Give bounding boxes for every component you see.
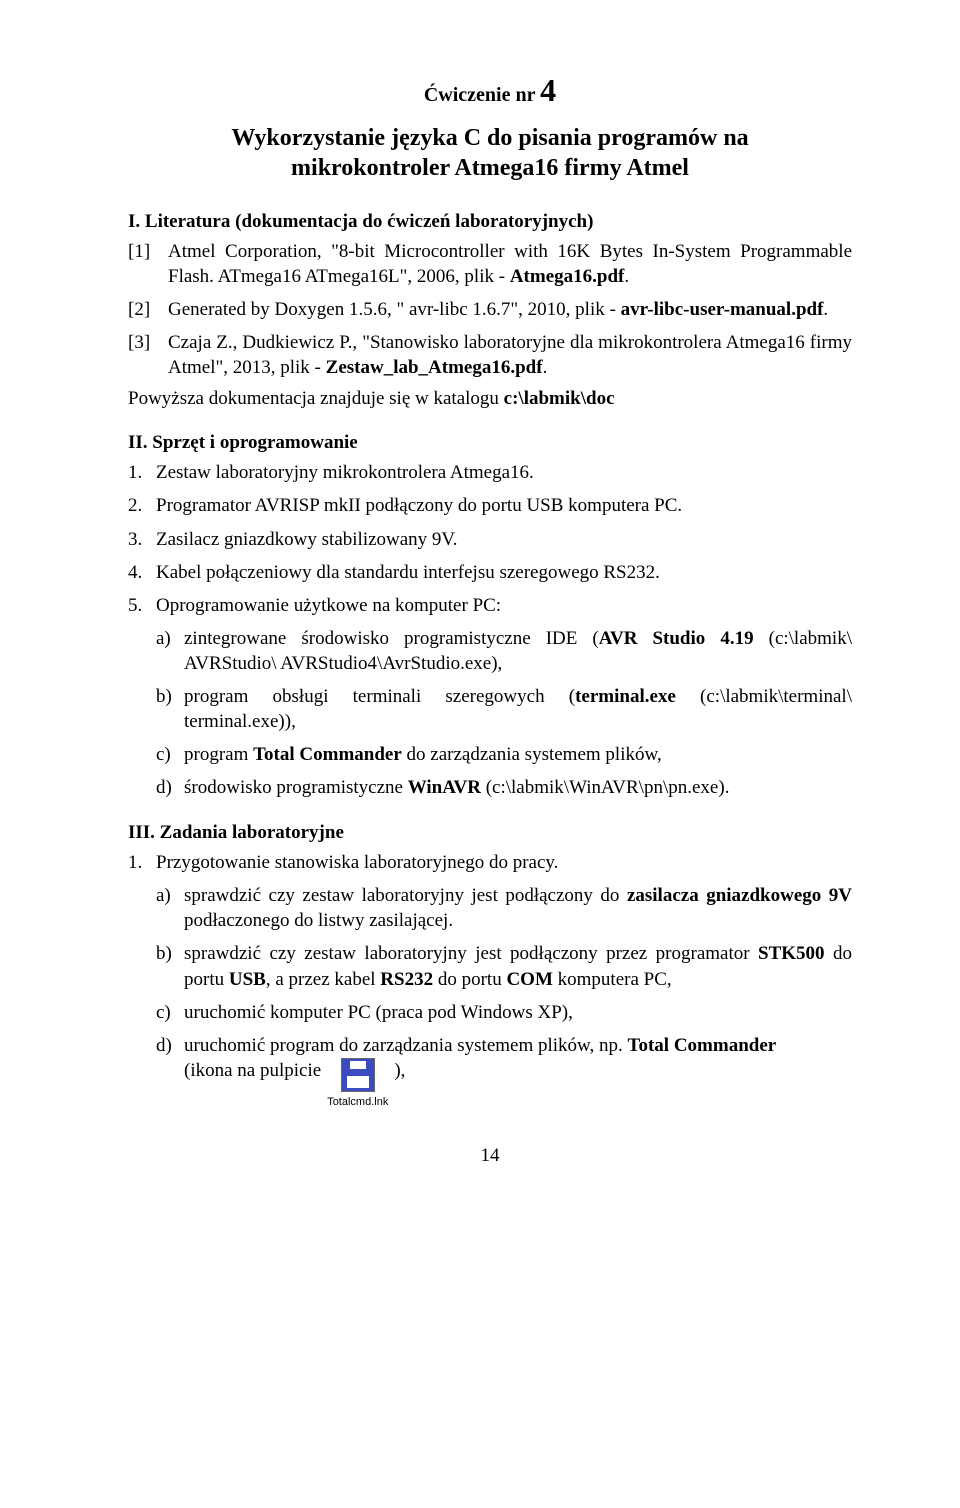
sw-a: a) zintegrowane środowisko programistycz… xyxy=(156,626,852,676)
ref-num: [1] xyxy=(128,239,168,289)
reference-2: [2] Generated by Doxygen 1.5.6, " avr-li… xyxy=(128,297,852,322)
software-sublist: a) zintegrowane środowisko programistycz… xyxy=(156,626,852,800)
doc-location-note: Powyższa dokumentacja znajduje się w kat… xyxy=(128,388,852,410)
hw-item-1: 1. Zestaw laboratoryjny mikrokontrolera … xyxy=(128,460,852,485)
section-3-head: III. Zadania laboratoryjne xyxy=(128,822,852,844)
ref-body: Czaja Z., Dudkiewicz P., "Stanowisko lab… xyxy=(168,330,852,380)
task-d: d) uruchomić program do zarządzania syst… xyxy=(156,1033,852,1110)
task-1: 1. Przygotowanie stanowiska laboratoryjn… xyxy=(128,850,852,875)
section-2-head: II. Sprzęt i oprogramowanie xyxy=(128,432,852,454)
task-a: a) sprawdzić czy zestaw laboratoryjny je… xyxy=(156,883,852,933)
sw-b: b) program obsługi terminali szeregowych… xyxy=(156,684,852,734)
hw-item-2: 2. Programator AVRISP mkII podłączony do… xyxy=(128,493,852,518)
document-page: Ćwiczenie nr 4 Wykorzystanie języka C do… xyxy=(0,0,960,1207)
ref-num: [2] xyxy=(128,297,168,322)
section-1-head: I. Literatura (dokumentacja do ćwiczeń l… xyxy=(128,211,852,233)
ref-body: Atmel Corporation, "8-bit Microcontrolle… xyxy=(168,239,852,289)
ref-body: Generated by Doxygen 1.5.6, " avr-libc 1… xyxy=(168,297,852,322)
reference-3: [3] Czaja Z., Dudkiewicz P., "Stanowisko… xyxy=(128,330,852,380)
hw-item-3: 3. Zasilacz gniazdkowy stabilizowany 9V. xyxy=(128,527,852,552)
icon-caption: Totalcmd.lnk xyxy=(327,1095,388,1110)
task-sublist: a) sprawdzić czy zestaw laboratoryjny je… xyxy=(156,883,852,1109)
floppy-disk-icon xyxy=(341,1058,375,1092)
exercise-number: 4 xyxy=(540,72,556,108)
sw-c: c) program Total Commander do zarządzani… xyxy=(156,742,852,767)
reference-1: [1] Atmel Corporation, "8-bit Microcontr… xyxy=(128,239,852,289)
ref-num: [3] xyxy=(128,330,168,380)
document-title: Wykorzystanie języka C do pisania progra… xyxy=(180,123,800,183)
exercise-prefix: Ćwiczenie nr xyxy=(424,84,535,106)
task-b: b) sprawdzić czy zestaw laboratoryjny je… xyxy=(156,941,852,991)
totalcmd-icon: Totalcmd.lnk xyxy=(327,1058,388,1110)
page-number: 14 xyxy=(128,1145,852,1167)
icon-row: (ikona na pulpicie Totalcmd.lnk ), xyxy=(184,1058,852,1110)
task-c: c) uruchomić komputer PC (praca pod Wind… xyxy=(156,1000,852,1025)
hw-item-5: 5. Oprogramowanie użytkowe na komputer P… xyxy=(128,593,852,618)
sw-d: d) środowisko programistyczne WinAVR (c:… xyxy=(156,775,852,800)
hw-item-4: 4. Kabel połączeniowy dla standardu inte… xyxy=(128,560,852,585)
exercise-label: Ćwiczenie nr 4 xyxy=(128,72,852,109)
